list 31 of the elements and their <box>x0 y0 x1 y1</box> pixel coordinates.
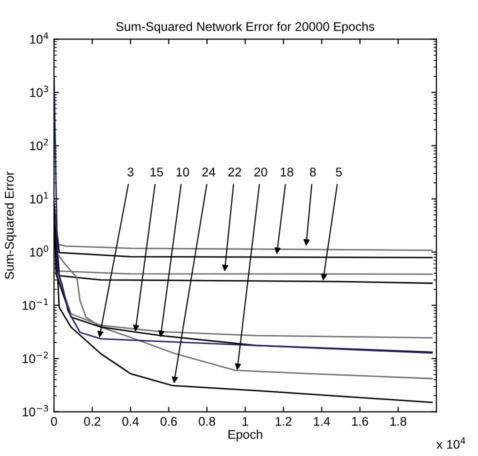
x-tick-label: 1.4 <box>314 417 330 426</box>
x-tick-label: 0.2 <box>84 416 100 426</box>
text: x 10$^{4}$ <box>436 438 466 449</box>
annotation: 20 <box>254 168 268 176</box>
y-tick-label: 10$^{3}$ <box>30 86 48 97</box>
y-tick-label: 10$^{4}$ <box>30 32 48 44</box>
annotation: 8 <box>310 168 316 176</box>
x-tick-label: 1.2 <box>276 416 292 426</box>
annotation: 3 <box>127 168 134 176</box>
x-tick-label: 0.8 <box>198 416 216 426</box>
y-tick-label: 10$^{2}$ <box>30 138 48 150</box>
annotation: 22 <box>228 168 242 176</box>
chart-title: Sum-Squared Network Error for 20000 Epochs <box>116 22 374 34</box>
annotation: 5 <box>336 168 342 176</box>
annotation: 18 <box>280 168 294 176</box>
y-tick-label: 10$^{−2}$ <box>22 352 48 364</box>
y-tick-label: 10$^{−3}$ <box>22 404 48 416</box>
x-tick-label: 0 <box>51 416 57 426</box>
x-tick-label: 0.6 <box>160 416 177 426</box>
annotation: 15 <box>150 168 163 176</box>
x-axis-title: Epoch <box>228 430 262 442</box>
y-axis-title: Sum-Squared Error <box>4 172 16 280</box>
x-tick-label: 1.8 <box>390 416 406 426</box>
y-tick-label: 10$^{0}$ <box>30 245 48 257</box>
y-tick-label: 10$^{−1}$ <box>22 298 48 310</box>
x-tick-label: 1.6 <box>352 416 368 426</box>
annotation: 10 <box>176 168 190 176</box>
x-tick-label: 0.4 <box>122 416 139 426</box>
annotation: 24 <box>202 168 216 176</box>
y-tick-label: 10$^{1}$ <box>30 192 48 204</box>
x-tick-label: 1 <box>242 417 248 426</box>
